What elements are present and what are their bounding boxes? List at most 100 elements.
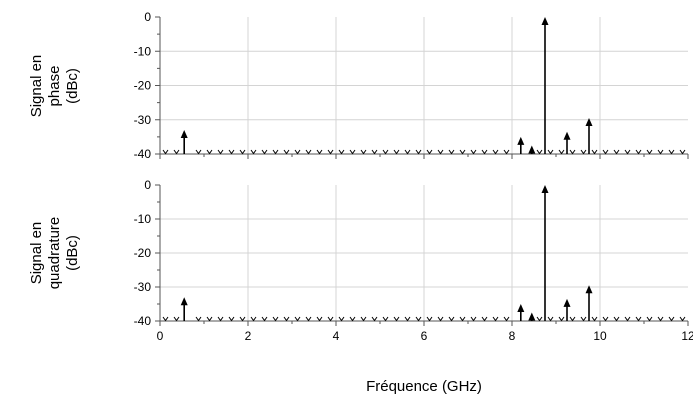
stem-arrowhead <box>541 17 549 25</box>
floor-marker <box>602 316 609 322</box>
floor-marker <box>404 316 411 322</box>
floor-marker <box>437 149 444 155</box>
spectral-line <box>585 285 593 321</box>
floor-marker <box>426 316 433 322</box>
floor-marker <box>470 149 477 155</box>
y-axis-label-line: (dBc) <box>64 68 81 104</box>
spectral-line <box>563 298 571 321</box>
floor-marker <box>481 316 488 322</box>
floor-marker <box>646 316 653 322</box>
x-axis-label: Fréquence (GHz) <box>366 378 482 395</box>
floor-marker <box>558 149 565 155</box>
floor-marker <box>228 149 235 155</box>
y-axis-label-line: (dBc) <box>64 235 81 271</box>
floor-marker <box>657 316 664 322</box>
floor-marker <box>668 316 675 322</box>
floor-marker <box>679 316 686 322</box>
floor-marker <box>536 316 543 322</box>
y-axis-label-line: quadrature <box>46 217 63 290</box>
floor-marker <box>459 149 466 155</box>
floor-marker <box>349 316 356 322</box>
floor-marker <box>272 316 279 322</box>
x-tick-label: 10 <box>593 329 607 343</box>
floor-marker <box>569 149 576 155</box>
x-tick-label: 0 <box>157 329 164 343</box>
stem-arrowhead <box>585 118 593 127</box>
stem-arrowhead <box>528 145 536 154</box>
floor-marker <box>371 316 378 322</box>
floor-marker <box>206 316 213 322</box>
floor-marker <box>437 316 444 322</box>
floor-marker <box>613 316 620 322</box>
y-tick-label: -30 <box>134 280 152 294</box>
stem-arrowhead <box>585 285 593 294</box>
floor-marker <box>305 316 312 322</box>
floor-marker <box>316 316 323 322</box>
floor-marker <box>393 316 400 322</box>
floor-marker <box>217 149 224 155</box>
spectral-line <box>541 17 549 154</box>
spectral-line <box>585 118 593 154</box>
floor-marker <box>393 149 400 155</box>
y-tick-label: 0 <box>144 10 151 24</box>
spectral-line <box>528 145 536 154</box>
floor-marker <box>228 316 235 322</box>
floor-marker <box>382 149 389 155</box>
y-tick-label: -10 <box>134 212 152 226</box>
y-tick-label: -40 <box>134 147 152 161</box>
floor-marker <box>492 149 499 155</box>
floor-marker <box>294 316 301 322</box>
spectral-line <box>180 297 188 321</box>
y-axis-label-line: Signal en <box>28 55 45 118</box>
y-axis-label: Signal enquadrature(dBc) <box>28 217 81 290</box>
floor-marker <box>503 316 510 322</box>
stem-arrowhead <box>517 304 525 312</box>
y-tick-label: -20 <box>134 79 152 93</box>
stem-arrowhead <box>563 298 571 307</box>
floor-marker <box>624 149 631 155</box>
y-tick-label: -40 <box>134 314 152 328</box>
stem-arrowhead <box>180 297 188 306</box>
floor-marker <box>591 149 598 155</box>
floor-marker <box>492 316 499 322</box>
floor-marker <box>173 316 180 322</box>
floor-marker <box>591 316 598 322</box>
floor-marker <box>261 149 268 155</box>
floor-marker <box>338 316 345 322</box>
y-tick-label: -30 <box>134 113 152 127</box>
floor-marker <box>250 149 257 155</box>
spectral-line <box>528 312 536 321</box>
stem-arrowhead <box>517 136 525 145</box>
y-axis-label-line: Signal en <box>28 222 45 285</box>
floor-marker <box>547 149 554 155</box>
stem-arrowhead <box>180 130 188 139</box>
floor-marker <box>173 149 180 155</box>
floor-marker <box>305 149 312 155</box>
floor-marker <box>294 149 301 155</box>
floor-marker <box>459 316 466 322</box>
floor-marker <box>624 316 631 322</box>
y-axis-label-line: phase <box>46 66 63 107</box>
floor-marker <box>613 149 620 155</box>
x-tick-label: 6 <box>421 329 428 343</box>
stem-arrowhead <box>528 312 536 321</box>
floor-marker <box>206 149 213 155</box>
floor-marker <box>162 149 169 155</box>
floor-marker <box>635 316 642 322</box>
floor-marker <box>448 316 455 322</box>
floor-marker <box>426 149 433 155</box>
floor-marker <box>195 316 202 322</box>
x-tick-label: 2 <box>245 329 252 343</box>
floor-marker <box>360 149 367 155</box>
floor-marker <box>162 316 169 322</box>
floor-marker <box>415 316 422 322</box>
y-tick-label: -10 <box>134 44 152 58</box>
floor-marker <box>283 316 290 322</box>
floor-marker <box>503 149 510 155</box>
floor-marker <box>580 316 587 322</box>
spectral-line <box>517 136 525 154</box>
floor-marker <box>536 149 543 155</box>
spectral-line <box>541 185 549 321</box>
y-axis-label: Signal enphase(dBc) <box>28 55 81 118</box>
